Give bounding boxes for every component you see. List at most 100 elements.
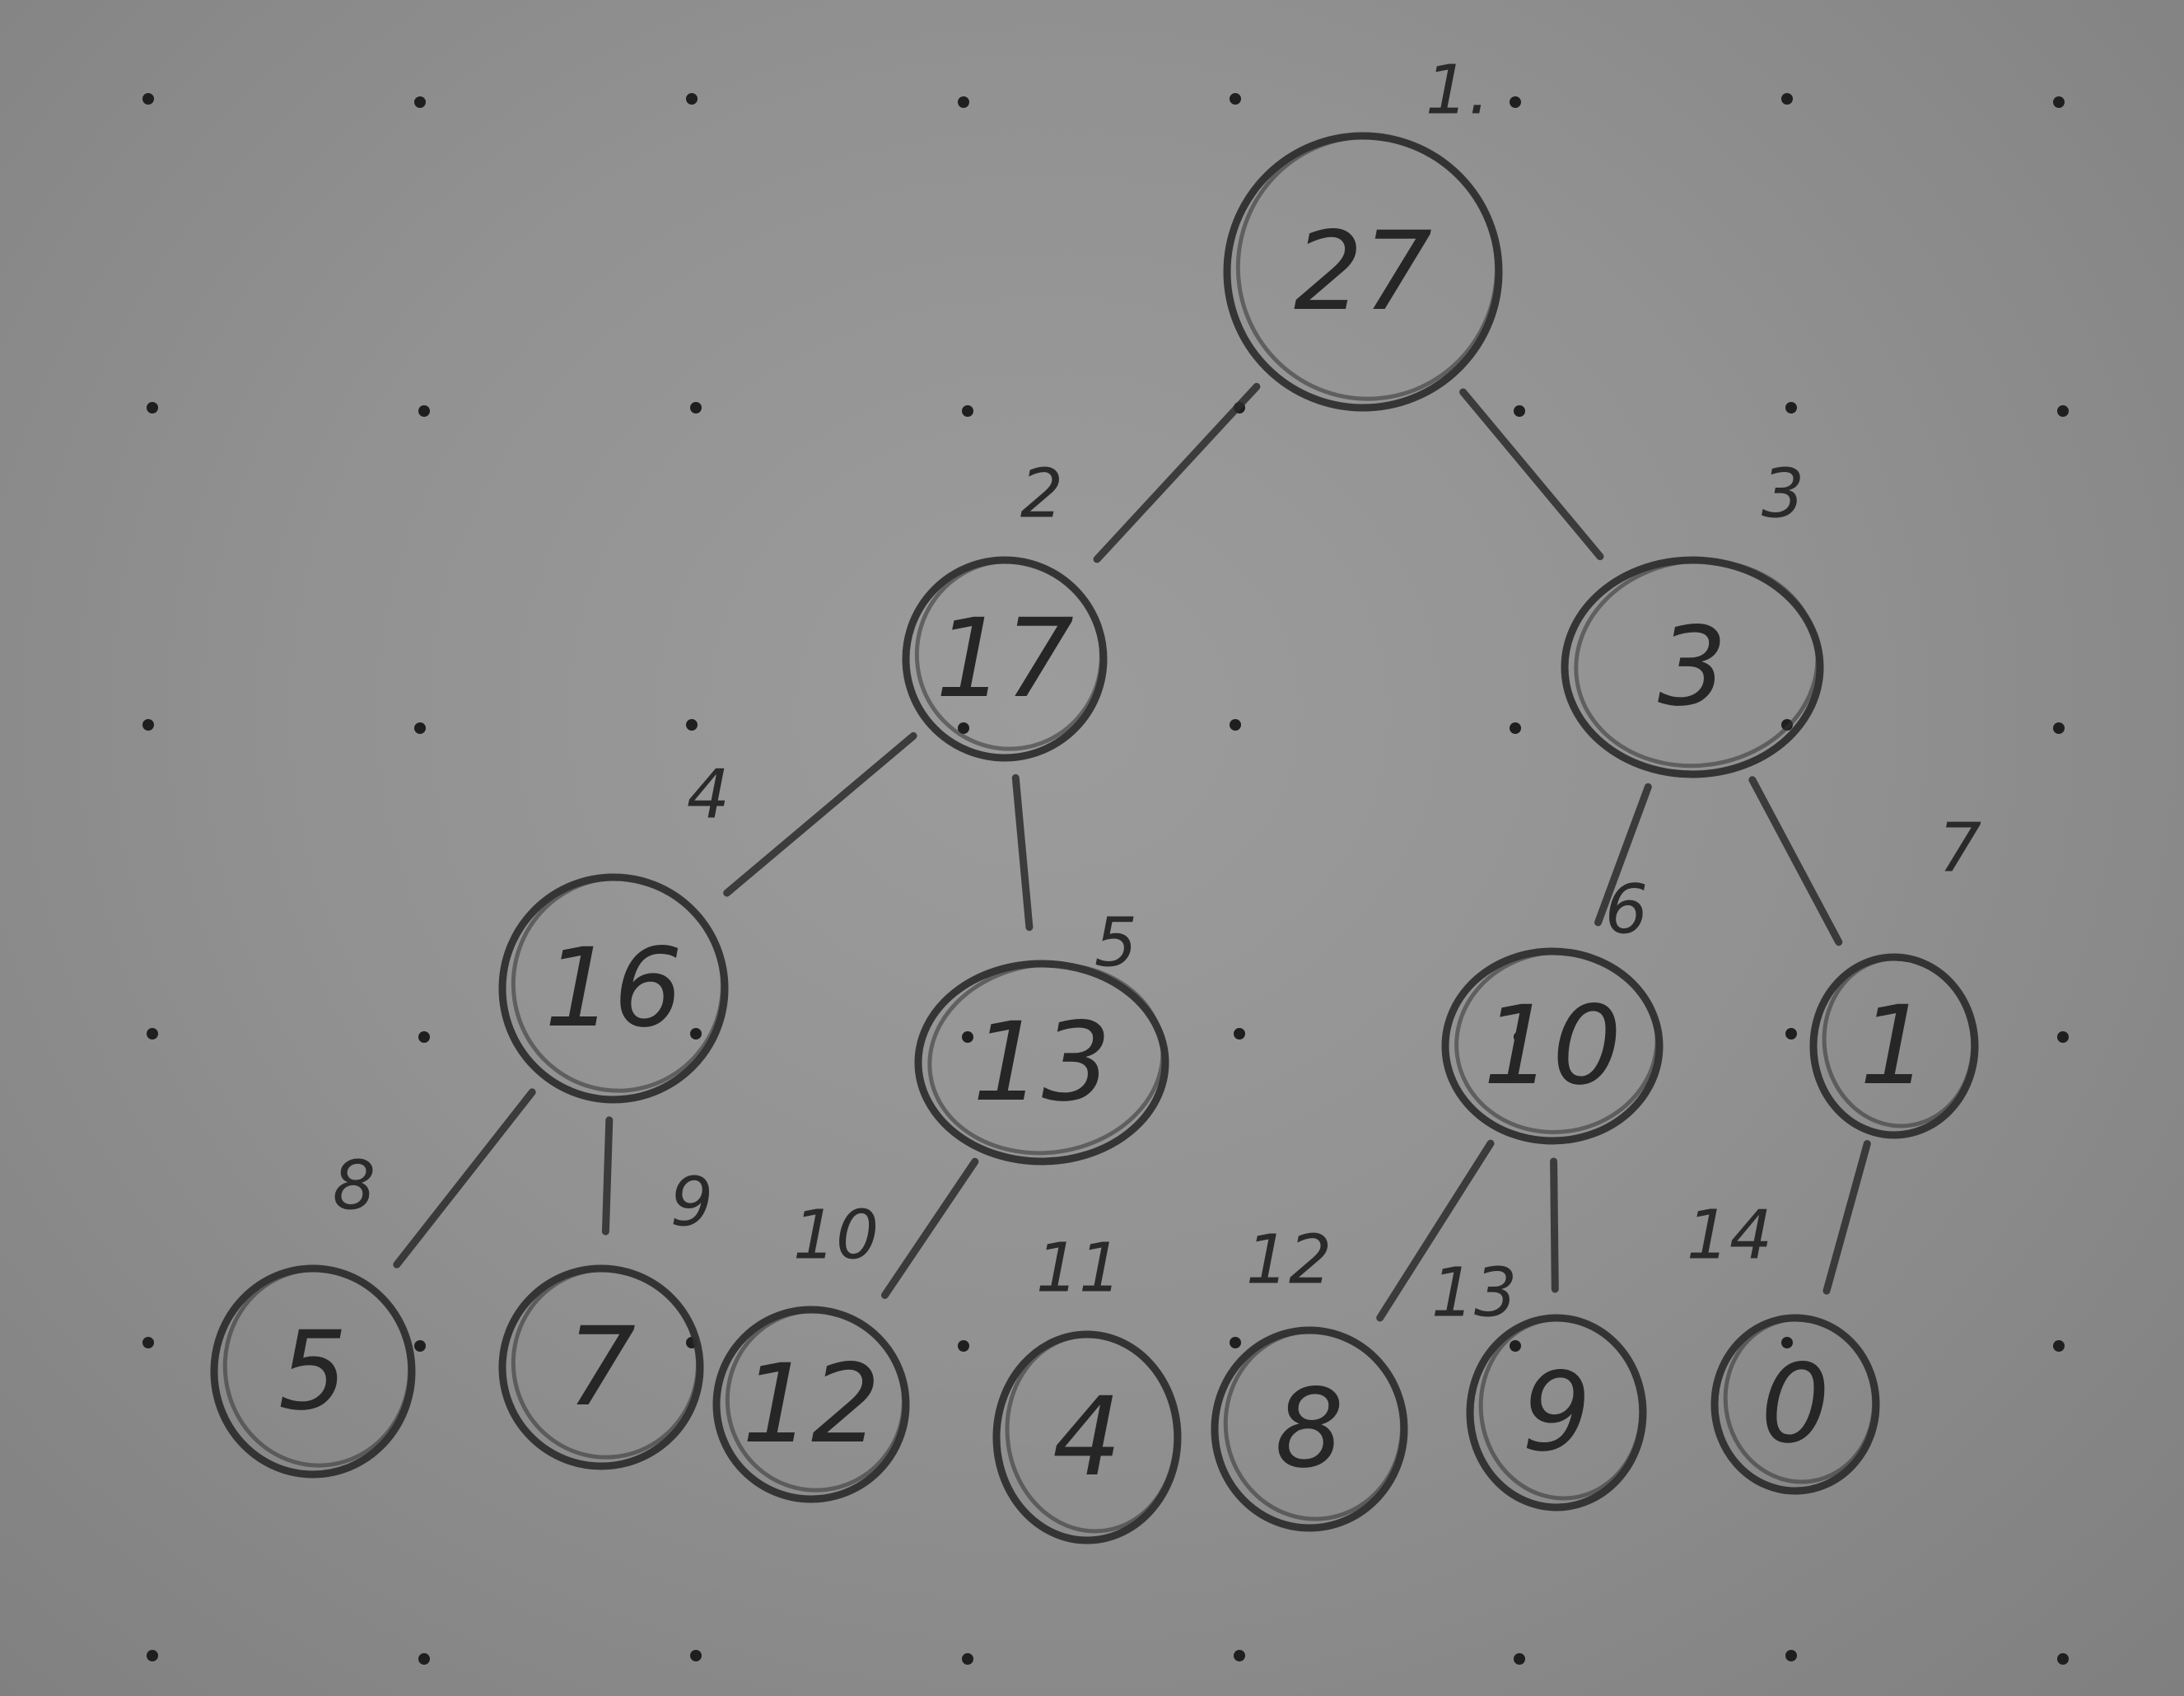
node-value: 10	[1483, 983, 1622, 1110]
node-value: 16	[544, 925, 683, 1052]
grid-dot	[414, 722, 426, 734]
tree-node-5: 135	[914, 904, 1169, 1166]
tree-edge-7-14	[1822, 1140, 1871, 1295]
tree-node-10: 12 10	[712, 1197, 910, 1503]
grid-dot	[147, 402, 158, 413]
tree-node-8: 58	[210, 1147, 416, 1479]
dot-grid	[142, 93, 2069, 1665]
tree-edge-1-2	[1093, 382, 1261, 563]
node-value: 7	[567, 1304, 636, 1431]
node-index-label: 3	[1762, 456, 1804, 534]
node-value: 4	[1052, 1374, 1122, 1501]
grid-dot	[1230, 93, 1241, 105]
grid-dot	[2057, 405, 2069, 417]
grid-dot	[418, 1653, 430, 1665]
tree-node-12: 8 12	[1211, 1222, 1408, 1532]
node-circle-overstroke	[914, 558, 1104, 751]
grid-dot	[690, 402, 702, 413]
node-index-label: 14	[1687, 1197, 1772, 1275]
node-index-label: 12	[1246, 1222, 1332, 1300]
grid-dot	[2053, 1340, 2065, 1352]
tree-node-3: 33	[1561, 456, 1824, 778]
node-index-label: 5	[1094, 904, 1137, 983]
node-value: 12	[742, 1341, 880, 1468]
tree-edge-2-4	[723, 731, 917, 897]
grid-dot	[147, 1650, 158, 1661]
node-circle-overstroke	[1223, 1329, 1405, 1521]
grid-dot	[1785, 1650, 1797, 1661]
grid-dot	[962, 1031, 973, 1043]
grid-dot	[962, 405, 973, 417]
node-index-label: 11	[1036, 1230, 1122, 1308]
node-index-label: 1.	[1426, 52, 1490, 130]
grid-dot	[2057, 1653, 2069, 1665]
node-circle-overstroke	[1723, 1316, 1877, 1484]
tree-edges	[393, 382, 1871, 1322]
tree-node-4: 16 4	[498, 756, 730, 1104]
node-circle-overstroke	[222, 1267, 413, 1468]
tree-edge-2-5	[1011, 773, 1034, 932]
node-circle-overstroke	[725, 1308, 906, 1493]
node-index-label: 7	[1939, 810, 1981, 888]
node-index-label: 6	[1605, 871, 1648, 950]
tree-node-7: 17	[1809, 810, 1981, 1139]
node-value: 8	[1275, 1366, 1344, 1493]
tree-edge-4-8	[393, 1088, 536, 1268]
grid-dot	[418, 1031, 430, 1043]
node-circle-overstroke	[1478, 1316, 1644, 1501]
node-value: 3	[1658, 604, 1727, 731]
tree-edge-6-13	[1550, 1157, 1559, 1293]
grid-dot	[1230, 1337, 1241, 1348]
node-index-label: 13	[1431, 1254, 1517, 1333]
tree-edge-1-3	[1459, 388, 1604, 561]
grid-dot	[414, 96, 426, 108]
grid-dot	[686, 93, 698, 105]
grid-dot	[1234, 1028, 1245, 1040]
grid-dot	[686, 719, 698, 731]
tree-node-6: 106	[1441, 871, 1664, 1145]
grid-dot	[690, 1028, 702, 1040]
grid-dot	[1785, 402, 1797, 413]
node-index-label: 9	[670, 1164, 713, 1242]
grid-dot	[142, 93, 154, 105]
grid-dot	[1510, 96, 1521, 108]
grid-dot	[1514, 405, 1525, 417]
grid-dot	[418, 405, 430, 417]
node-index-label: 10	[793, 1197, 879, 1275]
node-circle-overstroke	[511, 876, 725, 1093]
node-index-label: 4	[687, 756, 730, 834]
node-value: 5	[278, 1308, 348, 1435]
tree-node-2: 17 2	[902, 456, 1108, 762]
node-circle-overstroke	[511, 1267, 700, 1460]
tree-node-9: 79	[498, 1164, 713, 1470]
grid-dot	[690, 1650, 702, 1661]
grid-dot	[1514, 1031, 1525, 1043]
grid-dot	[142, 719, 154, 731]
node-circle-overstroke	[1574, 558, 1820, 769]
tree-node-11: 4 11	[992, 1230, 1182, 1544]
tree-edge-6-12	[1376, 1139, 1495, 1322]
node-value: 9	[1522, 1349, 1591, 1476]
grid-dot	[1230, 719, 1241, 731]
grid-dot	[1514, 1653, 1525, 1665]
grid-dot	[2053, 96, 2065, 108]
tree-edge-4-9	[601, 1116, 614, 1236]
node-value: 17	[936, 596, 1074, 722]
node-value: 0	[1761, 1341, 1830, 1468]
grid-dot	[1785, 1028, 1797, 1040]
node-circle-overstroke	[927, 962, 1165, 1156]
tree-edge-5-10	[881, 1157, 979, 1299]
grid-dot	[142, 1337, 154, 1348]
grid-dot	[958, 96, 969, 108]
node-circle-overstroke	[1454, 950, 1659, 1134]
grid-dot	[1510, 1340, 1521, 1352]
node-index-label: 2	[1020, 456, 1063, 534]
grid-dot	[1234, 1650, 1245, 1661]
grid-dot	[962, 1653, 973, 1665]
tree-edge-3-7	[1748, 776, 1843, 946]
node-value: 13	[973, 999, 1111, 1126]
grid-dot	[1781, 1337, 1793, 1348]
